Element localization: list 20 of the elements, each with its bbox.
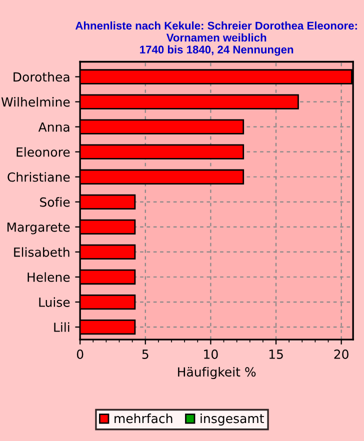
y-tick-label: Lili — [54, 322, 70, 332]
legend-label: mehrfach — [114, 414, 172, 424]
x-tick-label: 20 — [334, 350, 348, 359]
x-axis-title: Häufigkeit % — [178, 366, 256, 380]
x-tick-label: 5 — [142, 350, 148, 359]
legend-label: insgesamt — [200, 414, 264, 426]
y-tick-label: Elisabeth — [14, 247, 70, 257]
y-tick-label: Dorothea — [14, 72, 70, 82]
y-tick-label: Helene — [28, 272, 70, 282]
x-tick-label: 15 — [269, 350, 283, 359]
y-tick-label: Wilhelmine — [1, 97, 70, 107]
y-tick-label: Sofie — [40, 197, 70, 207]
y-tick-label: Margarete — [7, 222, 70, 234]
y-tick-label: Eleonore — [16, 147, 70, 157]
y-tick-label: Luise — [39, 297, 70, 307]
chart-title: Ahnenliste nach Kekule: Schreier Dorothea Eleonore: Vornamen weiblich 1740 bis 1840, 24 Nennungen — [75, 21, 357, 56]
x-tick-label: 0 — [76, 350, 84, 359]
y-tick-label: Anna — [38, 122, 70, 132]
x-tick-label: 10 — [204, 350, 218, 359]
y-tick-label: Christiane — [8, 172, 70, 182]
